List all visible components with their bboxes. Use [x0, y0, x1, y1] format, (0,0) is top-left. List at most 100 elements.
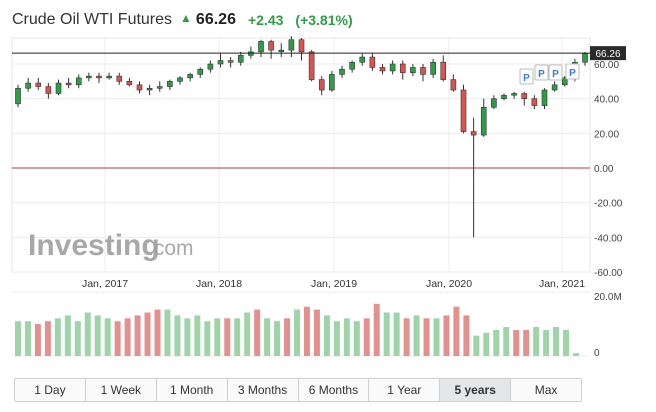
volume-bar-down	[363, 318, 370, 356]
candle-up	[582, 53, 588, 63]
volume-bar-up	[264, 318, 271, 356]
candle-up	[25, 82, 31, 89]
volume-bar-up	[383, 312, 390, 356]
p-marker-label: P	[552, 69, 559, 80]
volume-bar-up	[343, 318, 350, 356]
p-marker-label: P	[569, 68, 576, 79]
x-tick-label: Jan, 2018	[196, 278, 242, 290]
y-tick-label: -40.00	[594, 233, 623, 244]
price-change-percent: (+3.81%)	[295, 12, 353, 28]
p-marker	[565, 63, 580, 80]
y-tick-label: 0.00	[594, 164, 614, 175]
up-arrow-icon: ▲	[180, 11, 192, 25]
volume-bar-down	[154, 309, 161, 356]
candle-up	[15, 87, 21, 105]
timeframe-6-months-button[interactable]: 6 Months	[299, 379, 370, 401]
candle-down	[268, 41, 274, 51]
candle-down	[308, 51, 315, 80]
volume-bar-up	[553, 327, 560, 356]
last-price-tag-label: 66.26	[595, 49, 620, 60]
timeframe-1-day-button[interactable]: 1 Day	[15, 379, 86, 401]
y-tick-label: -20.00	[594, 199, 623, 210]
candle-up	[55, 82, 62, 94]
volume-bar-down	[403, 318, 410, 356]
volume-bar-up	[393, 312, 400, 356]
candle-down	[420, 67, 426, 75]
volume-bar-up	[323, 315, 330, 356]
p-marker-label: P	[523, 73, 530, 84]
volume-bar-up	[15, 321, 21, 356]
volume-bar-up	[174, 315, 181, 356]
y-tick-label: 20.00	[594, 129, 619, 140]
chart-header: Crude Oil WTI Futures ▲ 66.26 +2.43 (+3.…	[12, 8, 353, 32]
volume-bar-down	[44, 321, 51, 356]
volume-bar-up	[244, 312, 251, 356]
candle-up	[541, 89, 548, 106]
candle-down	[116, 75, 123, 82]
volume-bar-up	[214, 318, 221, 356]
volume-bar-up	[104, 318, 111, 356]
x-tick-label: Jan, 2020	[426, 278, 472, 290]
volume-bar-up	[184, 318, 191, 356]
candle-up	[501, 94, 507, 99]
candle-up	[167, 81, 173, 87]
volume-bar-up	[483, 332, 490, 356]
candle-up	[359, 56, 366, 63]
candle-up	[410, 67, 416, 73]
volume-bar-up	[164, 309, 171, 356]
volume-bar-up	[573, 353, 579, 356]
price-change: +2.43	[247, 12, 284, 28]
volume-bar-up	[353, 321, 360, 356]
volume-bar-down	[423, 318, 430, 356]
volume-bar-up	[493, 329, 500, 356]
volume-bar-down	[463, 315, 470, 356]
volume-bar-down	[114, 321, 121, 356]
y-tick-label: -60.00	[594, 268, 623, 279]
candle-down	[399, 63, 406, 73]
timeframe-1-week-button[interactable]: 1 Week	[86, 379, 157, 401]
volume-min-label: 0	[594, 348, 600, 359]
volume-bar-down	[34, 324, 41, 356]
candle-down	[126, 81, 133, 86]
volume-bar-down	[313, 309, 320, 356]
volume-bar-up	[473, 335, 480, 356]
candle-down	[440, 61, 447, 80]
volume-bar-down	[453, 306, 460, 356]
volume-bar-down	[284, 318, 291, 356]
timeframe-max-button[interactable]: Max	[534, 383, 558, 397]
last-price: 66.26	[195, 11, 236, 28]
volume-bar-up	[333, 321, 340, 356]
volume-bar-up	[503, 327, 510, 356]
price-chart[interactable]: 60.00 40.00 20.00 0.00 -20.00 -40.00 -60.00 Jan…	[0, 0, 656, 372]
candle-up	[75, 77, 82, 86]
volume-bar-down	[124, 318, 131, 356]
volume-bar-up	[413, 315, 420, 356]
candle-down	[531, 98, 538, 106]
timeframe-3-months-button[interactable]: 3 Months	[228, 379, 299, 401]
timeframe-1-month-button[interactable]: 1 Month	[157, 379, 228, 401]
y-tick-label: 40.00	[594, 95, 619, 106]
volume-bar-up	[74, 321, 81, 356]
volume-bar-down	[303, 306, 310, 356]
candle-down	[521, 93, 528, 99]
candle-up	[491, 98, 497, 108]
candle-up	[207, 63, 214, 70]
candle-down	[450, 79, 457, 91]
candle-up	[511, 93, 517, 96]
timeframe-5-years-button[interactable]: 5 years	[440, 379, 512, 401]
candle-down	[470, 131, 477, 136]
volume-bar-up	[433, 318, 440, 356]
volume-bar-up	[543, 329, 550, 356]
volume-bar-down	[144, 312, 151, 356]
timeframe-1-year-button[interactable]: 1 Year	[369, 379, 441, 401]
candle-up	[389, 63, 396, 72]
volume-bar-up	[234, 318, 241, 356]
candle-up	[288, 39, 295, 51]
candle-up	[258, 41, 264, 53]
candle-up	[480, 107, 487, 136]
volume-bar-up	[274, 321, 281, 356]
volume-bar-up	[64, 315, 71, 356]
candle-up	[349, 61, 355, 70]
candle-down	[318, 79, 325, 91]
volume-bar-up	[24, 321, 31, 356]
